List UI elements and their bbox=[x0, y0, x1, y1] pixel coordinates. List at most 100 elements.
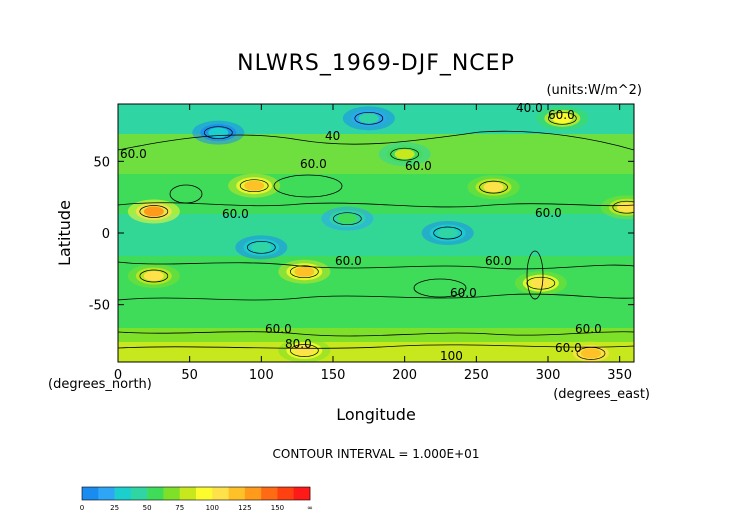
region-15-contour bbox=[547, 111, 577, 125]
contour-label: 60.0 bbox=[405, 159, 432, 173]
region-8-ring-2 bbox=[337, 213, 358, 224]
colorbar-swatch bbox=[163, 487, 181, 500]
region-14-contour bbox=[576, 347, 606, 360]
colorbar-swatch bbox=[228, 487, 246, 500]
region-6-contour bbox=[139, 269, 169, 283]
colorbar-frame bbox=[81, 486, 311, 501]
region-10-contour bbox=[246, 240, 276, 254]
region-13-contour bbox=[289, 344, 319, 357]
colorbar-swatch bbox=[244, 487, 262, 500]
colorbar-tick-label: 25 bbox=[110, 504, 119, 512]
colorbar bbox=[81, 486, 311, 501]
anomaly-regions bbox=[127, 106, 634, 362]
band-north-mid bbox=[118, 134, 634, 174]
contour-label: 80.0 bbox=[285, 337, 312, 351]
colorbar-swatch bbox=[196, 487, 213, 500]
colorbar-tick-label: 125 bbox=[238, 504, 251, 512]
band-tropics bbox=[118, 214, 634, 256]
region-14-ring-2 bbox=[581, 348, 601, 359]
colorbar-tick-label: 100 bbox=[206, 504, 219, 512]
contour-label: 60.0 bbox=[450, 286, 477, 300]
y-tick-label: -50 bbox=[89, 299, 110, 314]
contour-label: 60.0 bbox=[485, 254, 512, 268]
region-5-contour bbox=[612, 200, 634, 214]
colorbar-tick-label: 150 bbox=[271, 504, 284, 512]
contour-label: 60.0 bbox=[265, 322, 292, 336]
units-label: (units:W/m^2) bbox=[546, 83, 642, 98]
region-11-contour bbox=[203, 126, 233, 140]
region-6-ring-2 bbox=[143, 271, 164, 281]
colorbar-swatch bbox=[147, 487, 164, 500]
region-0-contour bbox=[139, 205, 169, 218]
contour-interval-note: CONTOUR INTERVAL = 1.000E+01 bbox=[273, 447, 480, 461]
contour-label: 60.0 bbox=[555, 341, 582, 355]
colorbar-swatch bbox=[277, 487, 295, 500]
region-2-ring-2 bbox=[294, 266, 315, 277]
colorbar-swatch bbox=[82, 487, 99, 500]
region-8-contour bbox=[332, 212, 362, 226]
colorbar-tick-label: ∞ bbox=[307, 504, 313, 512]
contour-lines bbox=[118, 130, 634, 349]
region-7-ring-2 bbox=[394, 149, 415, 160]
colorbar-swatch bbox=[293, 487, 311, 500]
colorbar-tick-label: 0 bbox=[80, 504, 84, 512]
colorbar-swatch bbox=[261, 487, 278, 500]
contour-label: 40 bbox=[325, 129, 340, 143]
plot-area bbox=[118, 104, 634, 362]
x-tick-label: 200 bbox=[392, 368, 417, 383]
contour-label: 60.0 bbox=[222, 207, 249, 221]
contour-label: 60.0 bbox=[548, 108, 575, 122]
colorbar-ticks: 0 25 50 75 100 125 150 ∞ bbox=[80, 504, 313, 512]
region-1-contour bbox=[239, 179, 269, 193]
region-2-contour bbox=[289, 265, 319, 279]
region-5-ring-2 bbox=[616, 202, 634, 213]
band-south-mid bbox=[118, 290, 634, 328]
colorbar-swatch bbox=[212, 487, 229, 500]
contour-label: 60.0 bbox=[300, 157, 327, 171]
contour-label: 40.0 bbox=[516, 101, 543, 115]
colorbar-tick-label: 75 bbox=[175, 504, 184, 512]
region-1-ring-2 bbox=[244, 180, 265, 191]
region-15-ring-2 bbox=[552, 113, 573, 124]
colorbar-tick-label: 50 bbox=[143, 504, 152, 512]
contour-labels: 40.0 60.0 60.0 40 60.0 60.0 60.0 60.0 60.0 60.0 60… bbox=[120, 101, 602, 363]
x-unit-note: (degrees_east) bbox=[553, 387, 650, 402]
region-4-contour bbox=[479, 180, 508, 194]
region-12-contour bbox=[354, 111, 384, 125]
band-southern-ocean bbox=[118, 328, 634, 342]
y-unit-note: (degrees_north) bbox=[48, 377, 152, 392]
colorbar-swatch bbox=[114, 487, 132, 500]
region-9-ring-2 bbox=[437, 228, 458, 238]
region-10-ring-2 bbox=[251, 242, 272, 253]
contour-label: 60.0 bbox=[120, 147, 147, 161]
y-tick-label: 0 bbox=[102, 227, 110, 242]
y-axis-label: Latitude bbox=[55, 200, 74, 266]
colorbar-swatch bbox=[130, 487, 148, 500]
contour-label: 60.0 bbox=[535, 206, 562, 220]
band-antarctic bbox=[118, 342, 634, 362]
x-tick-label: 0 bbox=[114, 368, 122, 383]
contour-label: 60.0 bbox=[335, 254, 362, 268]
region-4-ring-2 bbox=[483, 182, 504, 193]
region-0-ring-2 bbox=[143, 206, 164, 217]
chart-title: NLWRS_1969-DJF_NCEP bbox=[237, 51, 515, 76]
region-3-contour bbox=[526, 276, 556, 290]
x-tick-label: 50 bbox=[181, 368, 198, 383]
x-tick-label: 100 bbox=[249, 368, 274, 383]
colorbar-swatch bbox=[179, 487, 197, 500]
region-3-ring-2 bbox=[530, 278, 551, 289]
region-9-contour bbox=[433, 226, 463, 240]
x-tick-label: 250 bbox=[464, 368, 489, 383]
x-axis-label: Longitude bbox=[336, 405, 416, 424]
colorbar-swatch bbox=[98, 487, 115, 500]
x-tick-label: 300 bbox=[536, 368, 561, 383]
region-7-contour bbox=[390, 147, 420, 161]
contour-label: 100 bbox=[440, 349, 463, 363]
y-axis: 50 0 -50 bbox=[89, 155, 634, 314]
region-12-ring-2 bbox=[358, 113, 379, 124]
x-axis: 0 50 100 150 200 250 300 350 bbox=[114, 104, 632, 383]
x-tick-label: 350 bbox=[607, 368, 632, 383]
y-tick-label: 50 bbox=[93, 155, 110, 170]
contour-label: 60.0 bbox=[575, 322, 602, 336]
